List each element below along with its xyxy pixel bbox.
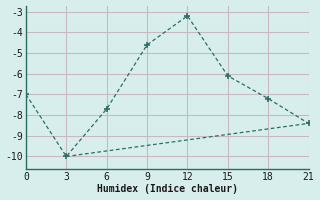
X-axis label: Humidex (Indice chaleur): Humidex (Indice chaleur): [97, 184, 238, 194]
